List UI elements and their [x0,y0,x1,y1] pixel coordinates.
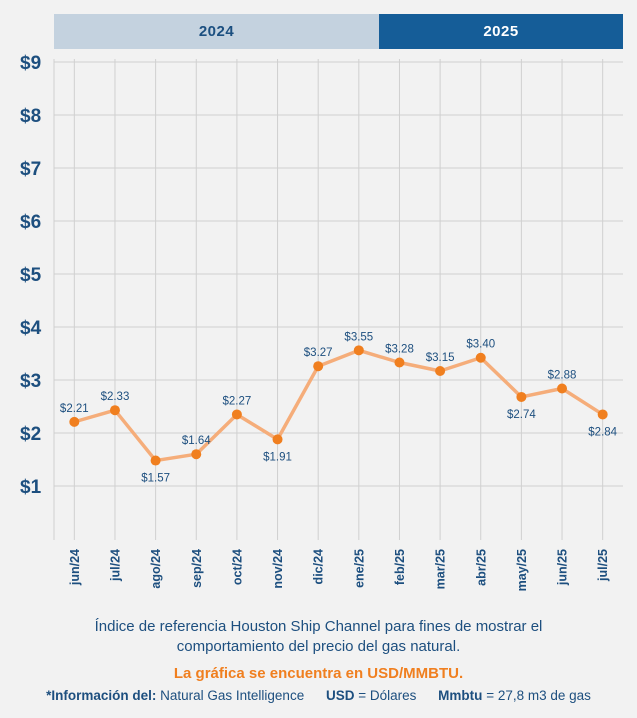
data-label: $1.57 [141,473,170,485]
x-tick-label: nov/24 [271,549,285,589]
x-tick-label: mar/25 [434,549,448,589]
y-tick-label: $2 [20,424,41,445]
x-tick-label: abr/25 [474,549,488,586]
data-label: $1.64 [182,435,211,447]
data-point [191,449,202,460]
currency-note: La gráfica se encuentra en USD/MMBTU. [173,665,464,682]
data-point [475,352,486,363]
y-tick-label: $1 [20,477,42,498]
data-label: $3.15 [426,352,455,364]
x-tick-label: feb/25 [393,549,407,585]
x-tick-label: jul/25 [596,549,610,582]
data-point [109,405,120,416]
data-label: $2.27 [223,395,252,407]
y-tick-label: $5 [20,265,42,286]
year-header-2025: 2025 [379,14,623,49]
y-tick-label: $8 [20,106,41,127]
data-point [150,455,161,466]
mmbtu-value: = 27,8 m3 de gas [486,688,591,703]
x-tick-label: oct/24 [230,549,244,585]
description-line-2: comportamiento del precio del gas natura… [176,638,461,655]
x-tick-label: jul/24 [108,549,122,582]
data-point [516,391,527,402]
footer-notes: *Información del: Natural Gas Intelligen… [0,688,637,703]
data-label: $2.88 [548,369,577,381]
data-label: $2.74 [507,409,536,421]
price-line-chart: $1 $2 $3 $4 $5 $6 $7 $8 $9 jun/24 jul/24 ago/24 sep/… [20,53,623,591]
x-tick-label: jun/24 [68,549,82,586]
series-line [72,348,605,463]
x-tick-label: ago/24 [149,549,163,589]
usd-label: USD [325,688,355,703]
x-tick-label: sep/24 [190,549,204,588]
usd-value: = Dólares [358,688,417,703]
data-point [69,416,80,427]
data-label: $2.33 [101,391,130,403]
source-value: Natural Gas Intelligence [160,688,305,703]
data-label: $3.55 [344,331,373,343]
x-tick-label: may/25 [515,549,529,591]
y-tick-label: $7 [20,159,41,180]
data-point [557,383,568,394]
data-label: $2.84 [588,426,617,438]
mmbtu-label: Mmbtu [438,688,483,703]
y-tick-label: $6 [20,212,41,233]
year-header-2024: 2024 [54,14,379,49]
data-point [353,345,364,356]
data-point [394,357,405,368]
data-label: $3.27 [304,347,333,359]
y-tick-label: $4 [20,318,42,339]
x-tick-label: ene/25 [352,549,366,588]
y-tick-label: $9 [20,53,41,74]
x-tick-label: jun/25 [556,549,570,586]
data-label: $2.21 [60,403,89,415]
data-label: $1.91 [263,451,292,463]
data-point [231,409,242,420]
x-tick-label: dic/24 [312,549,326,584]
y-tick-label: $3 [20,371,41,392]
data-label: $3.40 [466,339,495,351]
data-point [272,434,283,445]
chart-description: Índice de referencia Houston Ship Channe… [0,617,637,657]
data-point [435,365,446,376]
data-point [597,409,608,420]
source-label: *Información del: [46,688,157,703]
data-label: $3.28 [385,344,414,356]
data-point [313,361,324,372]
description-line-1: Índice de referencia Houston Ship Channe… [94,618,543,635]
